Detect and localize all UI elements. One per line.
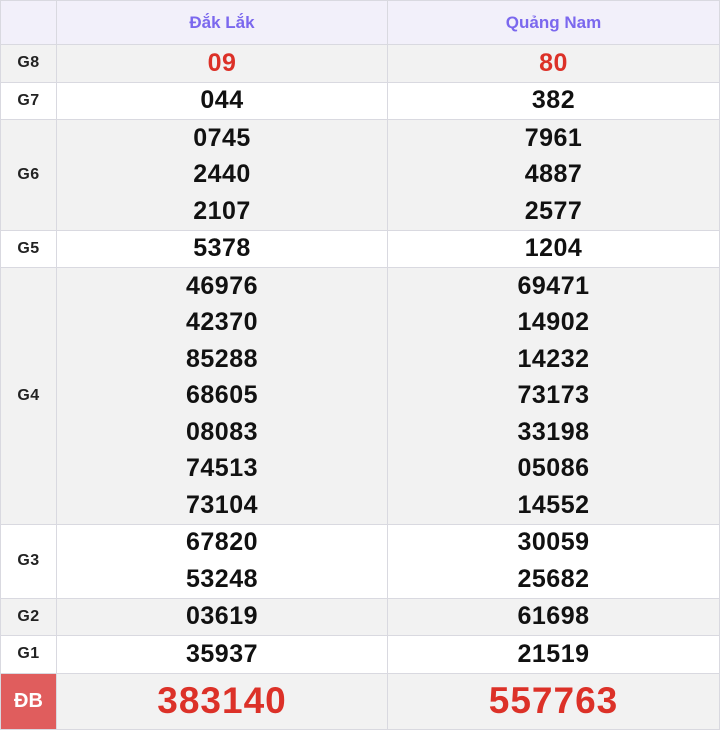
prize-value: 14552 [517,490,590,519]
prize-value: 73173 [517,381,590,410]
prize-row-g4: G4 46976 42370 85288 68605 08083 74513 73104 694… [1,267,719,524]
prize-row-g3: G3 67820 53248 30059 25682 [1,523,719,598]
prize-values-quang-nam: 1204 [387,230,719,267]
prize-row-g1: G1 35937 21519 [1,635,719,673]
prize-value: 74513 [185,454,259,483]
prize-value: 1204 [524,234,583,263]
prize-value: 14902 [517,308,590,337]
prize-value: 14232 [517,344,590,373]
prize-row-g7: G7 044 382 [1,81,719,119]
column-header-quang-nam: Quảng Nam [387,1,719,44]
prize-value: 42370 [185,308,259,337]
prize-value: 33198 [517,417,590,446]
prize-values-dak-lak: 383140 [56,673,387,729]
prize-values-quang-nam: 80 [387,45,719,82]
prize-values-dak-lak: 35937 [56,636,387,673]
prize-value: 68605 [185,381,259,410]
prize-value: 383140 [157,680,287,721]
prize-label-g5: G5 [17,239,40,257]
prize-value: 35937 [185,639,259,668]
prize-value: 2440 [193,160,251,189]
prize-value: 67820 [185,528,259,557]
prize-values-quang-nam: 7961 4887 2577 [387,120,719,230]
prize-row-g6: G6 0745 2440 2107 7961 4887 2577 [1,119,719,230]
prize-value: 46976 [185,271,259,300]
prize-value: 03619 [185,602,259,631]
prize-row-g5: G5 5378 1204 [1,229,719,267]
prize-value: 5378 [193,234,251,263]
prize-value: 382 [531,86,576,115]
prize-label-g7: G7 [17,91,40,109]
prize-values-dak-lak: 67820 53248 [56,524,387,598]
prize-label-g4: G4 [17,386,40,404]
prize-value: 21519 [517,639,590,668]
prize-label-g6: G6 [17,165,40,183]
prize-values-quang-nam: 61698 [387,598,719,635]
prize-values-dak-lak: 46976 42370 85288 68605 08083 74513 73104 [56,268,387,524]
prize-value: 80 [539,48,568,77]
prize-values-dak-lak: 5378 [56,230,387,267]
prize-row-g8: G8 09 80 [1,44,719,82]
prize-value: 08083 [185,417,259,446]
prize-row-g2: G2 03619 61698 [1,597,719,635]
prize-value: 05086 [517,454,590,483]
prize-values-quang-nam: 30059 25682 [387,524,719,598]
prize-value: 09 [207,48,237,77]
prize-value: 73104 [185,490,259,519]
prize-value: 0745 [193,123,251,152]
prize-label-g8: G8 [17,54,40,72]
prize-value: 2107 [193,196,251,225]
prize-value: 557763 [488,680,619,721]
prize-value: 85288 [185,344,259,373]
prize-values-quang-nam: 557763 [387,673,719,729]
table-header-row: Đắk Lắk Quảng Nam [1,1,719,44]
prize-value: 25682 [517,564,590,593]
prize-label-db: ĐB [1,673,56,729]
prize-value: 2577 [524,196,583,225]
prize-value: 30059 [517,528,590,557]
prize-values-quang-nam: 69471 14902 14232 73173 33198 05086 14552 [387,268,719,524]
prize-values-dak-lak: 03619 [56,598,387,635]
prize-value: 69471 [517,271,590,300]
prize-label-g3: G3 [17,552,40,569]
prize-value: 7961 [524,123,583,152]
prize-label-g1: G1 [17,645,40,663]
table-body: G8 09 80 G7 044 382 G6 0745 2440 2107 7961 4887 2577… [1,44,719,729]
header-empty-cell [1,1,56,44]
column-header-dak-lak: Đắk Lắk [56,1,387,44]
prize-values-quang-nam: 382 [387,82,719,119]
prize-values-dak-lak: 0745 2440 2107 [56,120,387,230]
prize-values-dak-lak: 09 [56,45,387,82]
prize-value: 044 [200,86,244,115]
prize-value: 53248 [185,564,259,593]
prize-values-dak-lak: 044 [56,82,387,119]
prize-value: 4887 [524,160,583,189]
prize-row-db: ĐB 383140 557763 [1,672,719,729]
prize-values-quang-nam: 21519 [387,636,719,673]
prize-label-g2: G2 [17,607,40,625]
prize-value: 61698 [517,602,590,631]
